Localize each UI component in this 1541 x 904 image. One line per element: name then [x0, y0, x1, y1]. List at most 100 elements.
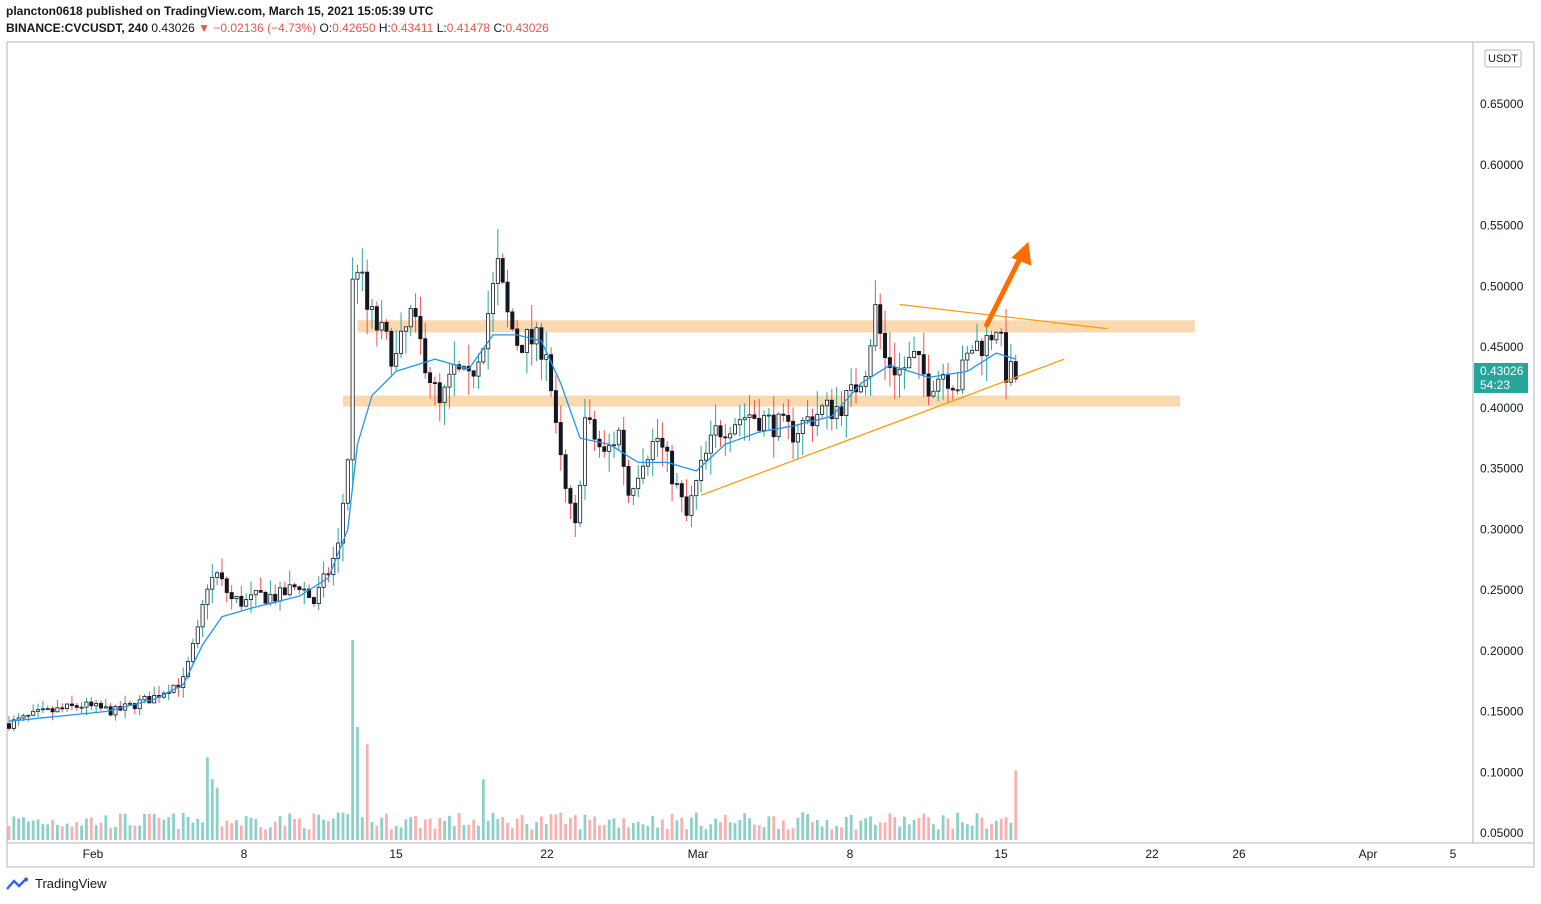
candle-body: [674, 483, 679, 486]
volume-bar: [225, 820, 229, 840]
tradingview-logo-icon: [6, 877, 28, 890]
candle-body: [694, 480, 699, 497]
candle-body: [897, 368, 902, 376]
volume-bar: [278, 816, 282, 840]
candle-body: [960, 359, 965, 391]
volume-bar: [89, 817, 93, 840]
volume-bar: [777, 828, 780, 840]
volume-bar: [452, 826, 456, 840]
high-value: 0.43411: [390, 21, 434, 35]
candle-body: [447, 373, 452, 388]
candle-body: [65, 703, 70, 709]
candle-body: [800, 420, 805, 434]
volume-bar: [17, 818, 21, 840]
candle-body: [921, 354, 926, 375]
candle-body: [994, 331, 999, 341]
time-axis-frame: [6, 842, 1535, 868]
volume-bar: [147, 813, 151, 840]
candle-body: [408, 308, 413, 328]
volume-bar: [714, 818, 718, 840]
candle-body: [529, 329, 534, 345]
candle-body: [631, 488, 636, 496]
candle-body: [510, 311, 515, 330]
candle-body: [757, 418, 762, 431]
candle-body: [297, 586, 302, 591]
volume-bar: [177, 828, 180, 840]
volume-bar: [961, 822, 964, 840]
candle-body: [907, 357, 912, 369]
candle-body: [684, 496, 689, 516]
volume-bar: [719, 822, 722, 840]
author: plancton0618 published on TradingView.co…: [6, 4, 434, 18]
volume-bar: [157, 817, 161, 840]
candle-body: [55, 707, 60, 713]
volume-bar: [661, 819, 664, 840]
candle-body: [679, 483, 684, 498]
volume-bar: [191, 822, 195, 840]
volume-bar: [341, 812, 345, 840]
volume-bar: [346, 814, 350, 840]
candle-body: [844, 390, 849, 416]
volume-bar: [462, 825, 466, 840]
candle-body: [98, 703, 103, 709]
candle-body: [190, 643, 195, 662]
volume-bar: [602, 825, 606, 840]
candle-body: [413, 308, 418, 317]
candle-body: [374, 306, 379, 331]
volume-bar: [762, 827, 766, 840]
candle-body: [316, 586, 321, 604]
candle-body: [11, 719, 16, 729]
time-tick-label: Feb: [83, 847, 104, 861]
volume-bar: [389, 829, 393, 840]
volume-bar: [651, 815, 655, 840]
candle-body: [195, 626, 200, 644]
tradingview-brand[interactable]: TradingView: [6, 876, 107, 891]
volume-bar: [457, 813, 461, 840]
volume-bar: [617, 827, 621, 840]
volume-bar: [709, 824, 713, 840]
symbol-label[interactable]: BINANCE:CVCUSDT, 240: [6, 21, 149, 35]
volume-bar: [903, 816, 906, 840]
candle-body: [74, 705, 79, 708]
volume-bar: [559, 812, 563, 840]
volume-bar: [767, 816, 771, 840]
volume-bar: [133, 825, 137, 840]
volume-bar: [782, 820, 785, 840]
volume-bar: [327, 820, 330, 840]
candle-body: [84, 701, 89, 708]
candle-body: [21, 715, 26, 719]
candle-body: [350, 278, 355, 461]
candle-body: [423, 338, 428, 374]
volume-bar: [786, 829, 790, 840]
price-tick-label: 0.20000: [1480, 644, 1524, 658]
candle-body: [26, 714, 31, 717]
volume-bar: [423, 819, 427, 840]
volume-bar: [162, 819, 166, 840]
candle-body: [137, 699, 142, 710]
volume-bar: [520, 815, 524, 840]
volume-bar: [549, 814, 553, 840]
volume-bar: [283, 825, 287, 840]
descending-trendline: [899, 303, 1108, 330]
volume-bar: [201, 822, 204, 840]
volume-bar: [41, 823, 45, 840]
candle-body: [268, 593, 273, 604]
candle-body: [703, 452, 708, 461]
down-arrow-icon: ▼: [198, 21, 210, 35]
price-tick-label: 0.60000: [1480, 158, 1524, 172]
volume-bar: [690, 817, 693, 840]
candle-body: [224, 578, 229, 593]
volume-bar: [414, 816, 417, 840]
volume-bar: [801, 812, 805, 840]
candle-body: [524, 329, 529, 353]
last-price-tag: [1474, 362, 1528, 393]
candle-body: [418, 316, 423, 340]
candle-body: [369, 306, 374, 310]
candle-body: [355, 271, 360, 280]
candle-body: [582, 417, 587, 486]
volume-bar: [641, 824, 645, 840]
price-change: −0.02136 (−4.73%): [213, 21, 317, 35]
volume-bar: [123, 813, 127, 840]
volume-bar: [404, 819, 408, 840]
